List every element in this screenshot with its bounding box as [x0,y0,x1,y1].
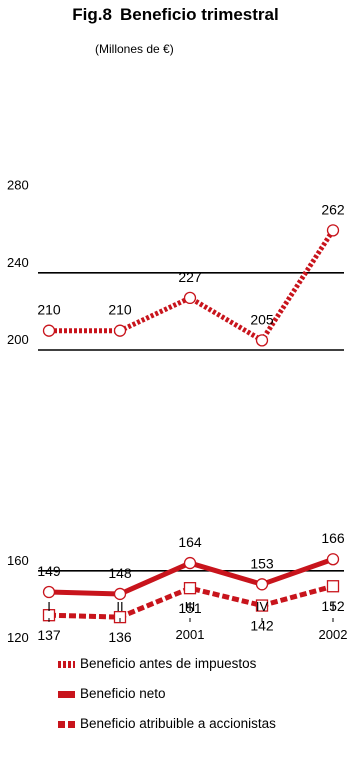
legend-label: Beneficio atribuible a accionistas [80,716,276,731]
y-tick-label: 160 [7,553,29,568]
x-tick-label: I [331,599,335,614]
data-label: 205 [250,311,274,327]
series-line [49,228,336,344]
data-label: 152 [321,598,345,614]
data-point [183,556,197,570]
data-point [113,324,127,337]
x-tick-label: II [116,599,123,614]
data-point [255,334,269,347]
data-label: 137 [37,627,61,643]
y-tick-label: 200 [7,332,29,347]
data-label: 210 [37,302,61,318]
data-point [42,324,56,337]
data-label: 166 [321,530,345,546]
y-tick-label: 120 [7,630,29,645]
data-point [326,224,340,237]
data-label: 149 [37,563,61,579]
x-tick-label: I [47,599,51,614]
x-year-label: 2002 [319,627,348,642]
y-tick-label: 240 [7,255,29,270]
x-year-label: 2001 [176,627,205,642]
data-point [326,553,340,566]
data-label: 148 [108,565,132,581]
data-label: 210 [108,302,132,318]
data-point [42,585,56,599]
data-point [326,580,340,593]
legend-label: Beneficio neto [80,686,166,701]
legend-swatch-dotted [58,661,75,668]
data-point [255,578,269,591]
data-label: 151 [178,600,202,616]
data-point [255,599,269,612]
data-point [183,291,197,305]
data-point [113,610,127,624]
figure-title: Beneficio trimestral [119,5,279,24]
data-point [113,587,127,601]
profit-chart: 200 240 280 120 160 210 210 227 205 262 149 148 164 1… [7,178,348,646]
data-label: 227 [178,269,202,285]
data-label: 136 [108,629,132,645]
figure-number: Fig.8 [72,5,112,24]
data-label: 153 [250,555,274,571]
data-label: 142 [250,618,274,634]
legend-swatch-dashed [58,721,75,728]
y-tick-label: 280 [7,178,29,193]
x-tick-label: IV [256,599,269,614]
chart-title: Fig.8 Beneficio trimestral [0,5,351,25]
legend-swatch-solid [58,691,75,698]
legend-label: Beneficio antes de impuestos [80,656,257,671]
data-label: 262 [321,201,345,217]
data-label: 164 [178,534,202,550]
chart-subtitle: (Millones de €) [95,42,174,56]
data-point [183,582,197,595]
x-tick-label: III [185,599,196,614]
